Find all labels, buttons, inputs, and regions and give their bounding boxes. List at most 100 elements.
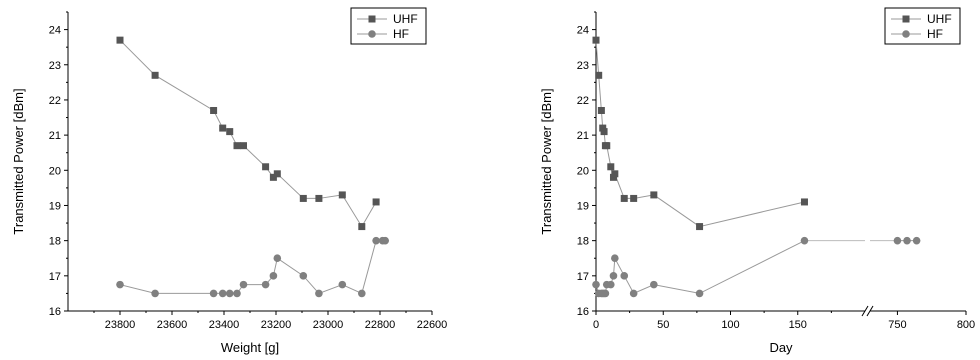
axis-break-mark (861, 305, 869, 317)
y-tick-label: 24 (577, 25, 589, 37)
data-point-uhf (358, 223, 366, 231)
y-tick-label: 22 (577, 95, 589, 107)
x-tick-label: 23000 (313, 319, 344, 331)
data-point-uhf (299, 194, 307, 202)
x-tick-label: 23800 (105, 319, 136, 331)
x-axis-title: Day (769, 340, 793, 355)
legend-marker-hf (902, 30, 910, 38)
series-hf (592, 236, 921, 298)
data-point-uhf (696, 223, 704, 231)
y-tick-label: 18 (49, 236, 61, 248)
y-tick-label: 17 (577, 271, 589, 283)
data-point-uhf (116, 36, 124, 44)
y-tick-label: 19 (49, 200, 61, 212)
y-axis-title: Transmitted Power [dBm] (539, 88, 554, 234)
legend-box (350, 7, 427, 45)
data-point-uhf (338, 191, 346, 199)
y-tick-label: 19 (577, 200, 589, 212)
data-point-hf (218, 289, 227, 298)
x-tick-label: 50 (657, 319, 669, 331)
y-tick-label: 16 (49, 306, 61, 318)
x-tick-label: 750 (888, 319, 906, 331)
y-tick-label: 23 (49, 60, 61, 72)
data-point-hf (358, 289, 366, 298)
data-point-hf (269, 272, 278, 280)
data-point-uhf (620, 194, 628, 202)
data-point-uhf (315, 194, 323, 202)
data-point-hf (903, 236, 911, 245)
data-point-uhf (226, 128, 234, 136)
y-tick-label: 23 (577, 60, 589, 72)
data-point-hf (609, 272, 618, 280)
data-point-hf (601, 289, 610, 298)
legend-marker-uhf (902, 15, 910, 23)
y-axis-title: Transmitted Power [dBm] (11, 88, 26, 234)
x-tick-label: 22800 (365, 319, 396, 331)
data-point-hf (629, 289, 638, 298)
x-tick-label: 22600 (417, 319, 448, 331)
data-point-uhf (592, 36, 600, 44)
data-point-hf (233, 289, 241, 298)
data-point-uhf (609, 173, 617, 181)
data-point-hf (338, 280, 347, 289)
legend-label-hf: HF (927, 27, 943, 41)
series-hf (116, 236, 390, 298)
data-point-uhf (240, 142, 247, 150)
data-point-hf (606, 280, 615, 289)
chart-1: 16 17 18 19 20 21 22 23 24 23800 23600 23400 23200 23… (11, 7, 448, 355)
data-point-uhf (210, 106, 218, 114)
y-tick-label: 24 (49, 25, 61, 37)
x-tick-label: 23200 (261, 319, 292, 331)
data-point-uhf (603, 142, 611, 150)
y-tick-label: 20 (577, 165, 589, 177)
series-uhf (116, 36, 380, 231)
x-tick-label: 800 (957, 319, 975, 331)
y-tick-label: 20 (49, 165, 61, 177)
data-point-uhf (599, 124, 607, 132)
data-point-hf (116, 280, 124, 289)
y-tick-label: 16 (577, 306, 589, 318)
data-point-hf (381, 236, 390, 245)
x-tick-label: 23400 (209, 319, 240, 331)
data-point-hf (695, 289, 704, 298)
data-point-hf (151, 289, 159, 298)
y-tick-label: 18 (577, 236, 589, 248)
data-point-hf (893, 236, 902, 245)
series-line (595, 240, 805, 295)
series-uhf (592, 36, 808, 231)
y-tick-label: 17 (49, 271, 61, 283)
data-point-hf (800, 236, 809, 245)
data-point-uhf (597, 106, 605, 114)
x-tick-label: 23600 (157, 319, 188, 331)
data-point-hf (650, 280, 658, 289)
data-point-hf (225, 289, 234, 298)
series-line (119, 39, 377, 228)
data-point-uhf (595, 71, 603, 79)
data-point-hf (620, 272, 629, 280)
data-point-uhf (630, 194, 638, 202)
data-point-hf (912, 236, 921, 245)
data-point-uhf (233, 142, 241, 150)
data-point-hf (261, 280, 270, 289)
data-point-uhf (151, 71, 159, 79)
data-point-uhf (607, 163, 615, 171)
data-point-hf (273, 254, 282, 263)
data-point-hf (315, 289, 323, 298)
x-axis-title: Weight [g] (221, 340, 279, 355)
x-tick-label: 0 (593, 319, 599, 331)
legend-box (884, 7, 961, 45)
data-point-hf (299, 272, 308, 280)
data-point-uhf (600, 128, 608, 136)
data-point-uhf (269, 173, 277, 181)
legend-marker-uhf (368, 15, 376, 23)
legend-label-hf: HF (393, 27, 409, 41)
data-point-hf (372, 236, 380, 245)
data-point-hf (592, 280, 600, 289)
data-point-uhf (262, 163, 270, 171)
y-tick-label: 21 (49, 130, 61, 142)
data-point-hf (239, 280, 248, 289)
data-point-uhf (650, 191, 658, 199)
